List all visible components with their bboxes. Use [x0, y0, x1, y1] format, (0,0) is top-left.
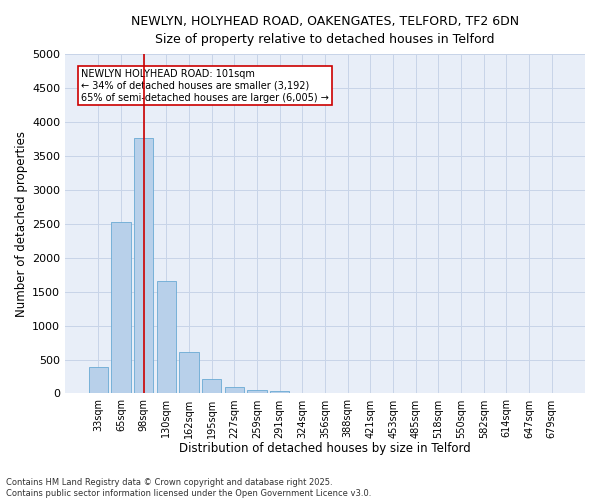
Text: NEWLYN HOLYHEAD ROAD: 101sqm
← 34% of detached houses are smaller (3,192)
65% of: NEWLYN HOLYHEAD ROAD: 101sqm ← 34% of de… — [81, 70, 329, 102]
Bar — [202, 378, 221, 394]
Y-axis label: Number of detached properties: Number of detached properties — [15, 131, 28, 317]
Bar — [179, 352, 199, 394]
Bar — [225, 386, 244, 394]
Text: Contains HM Land Registry data © Crown copyright and database right 2025.
Contai: Contains HM Land Registry data © Crown c… — [6, 478, 371, 498]
Bar — [270, 391, 289, 394]
Bar — [134, 138, 154, 394]
Bar — [247, 390, 267, 394]
X-axis label: Distribution of detached houses by size in Telford: Distribution of detached houses by size … — [179, 442, 471, 455]
Bar — [112, 222, 131, 394]
Bar — [157, 282, 176, 394]
Bar — [89, 367, 108, 394]
Title: NEWLYN, HOLYHEAD ROAD, OAKENGATES, TELFORD, TF2 6DN
Size of property relative to: NEWLYN, HOLYHEAD ROAD, OAKENGATES, TELFO… — [131, 15, 519, 46]
